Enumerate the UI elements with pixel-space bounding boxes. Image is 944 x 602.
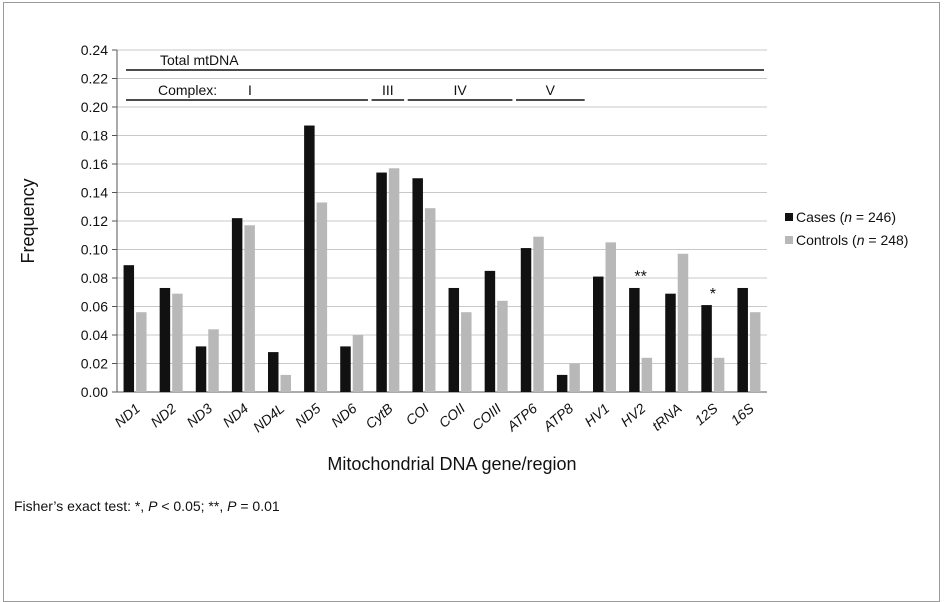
x-tick-label: 16S <box>727 400 757 429</box>
bar-cases-cytb <box>376 172 387 392</box>
complex-label: Complex: <box>158 82 217 98</box>
footnote-p1-value: < 0.05; **, <box>157 498 228 514</box>
legend-entry: Cases (n = 246) <box>796 209 896 225</box>
bar-controls-atp6 <box>533 236 544 392</box>
complex-bracket-label: III <box>382 82 394 98</box>
footnote-prefix: Fisher’s exact test: *, <box>14 498 149 514</box>
y-tick-label: 0.20 <box>81 99 108 115</box>
bar-controls-16s <box>749 312 761 392</box>
bar-controls-coi <box>424 208 436 392</box>
bar-cases-nd3 <box>195 346 207 392</box>
legend-entry: Controls (n = 248) <box>796 232 908 248</box>
bar-cases-coii <box>448 287 460 392</box>
bar-controls-coii <box>461 312 472 392</box>
x-tick-label: ND1 <box>111 400 143 430</box>
bar-cases-nd1 <box>123 265 135 392</box>
x-tick-label: COIII <box>469 400 504 433</box>
complex-bracket-label: I <box>248 82 252 98</box>
x-tick-label: HV2 <box>617 400 648 430</box>
bar-cases-nd2 <box>159 287 171 392</box>
bar-cases-nd4l <box>268 352 279 392</box>
significance-marker: ** <box>634 269 646 286</box>
y-tick-label: 0.04 <box>81 327 108 343</box>
y-tick-label: 0.22 <box>81 71 108 87</box>
bar-controls-coiii <box>497 300 508 392</box>
y-tick-label: 0.06 <box>81 299 108 315</box>
bar-cases-hv2 <box>629 287 640 392</box>
x-tick-label: ND2 <box>147 400 179 430</box>
x-tick-label: ATP8 <box>539 400 576 435</box>
y-tick-label: 0.00 <box>81 384 108 400</box>
y-tick-label: 0.24 <box>81 42 108 58</box>
x-tick-label: ND4L <box>250 400 288 435</box>
complex-bracket-label: V <box>546 82 556 98</box>
bar-chart: 0.00 0.02 0.04 0.06 0.08 0.10 0.12 0.14 0.16 0.18… <box>18 42 908 474</box>
x-tick-label: COII <box>436 400 468 431</box>
bar-controls-atp8 <box>569 363 580 392</box>
bar-controls-cytb <box>388 168 400 392</box>
footnote-p2-symbol: P <box>227 498 237 514</box>
footnote-p1-symbol: P <box>148 498 158 514</box>
bar-controls-nd2 <box>172 293 183 392</box>
x-tick-label: ND5 <box>292 400 324 430</box>
bar-controls-nd3 <box>208 329 219 392</box>
legend-swatch <box>785 236 793 244</box>
footnote: Fisher’s exact test: *, P < 0.05; **, P … <box>14 498 280 514</box>
bar-cases-atp6 <box>520 248 532 392</box>
y-tick-label: 0.18 <box>81 128 108 144</box>
bar-controls-hv1 <box>605 242 616 392</box>
bar-controls-nd4 <box>244 225 255 392</box>
bar-controls-nd4l <box>280 374 291 392</box>
x-tick-label: COI <box>403 400 432 428</box>
x-tick-label: ND3 <box>183 400 215 430</box>
y-tick-label: 0.16 <box>81 156 108 172</box>
y-tick-label: 0.10 <box>81 242 108 258</box>
bar-cases-coiii <box>484 270 496 392</box>
y-tick-label: 0.02 <box>81 356 108 372</box>
y-axis-title: Frequency <box>18 178 38 263</box>
bar-cases-trna <box>665 293 676 392</box>
y-tick-label: 0.12 <box>81 213 108 229</box>
x-tick-label: ND6 <box>328 400 360 430</box>
x-tick-label: 12S <box>691 400 721 429</box>
bar-controls-12s <box>713 357 725 392</box>
footnote-p2-value: = 0.01 <box>236 498 280 514</box>
y-tick-label: 0.08 <box>81 270 108 286</box>
complex-bracket-label: IV <box>453 82 467 98</box>
bar-cases-16s <box>737 287 748 392</box>
legend-swatch <box>785 213 793 221</box>
x-tick-label: tRNA <box>649 400 685 434</box>
x-axis-title: Mitochondrial DNA gene/region <box>327 454 576 474</box>
bar-cases-nd6 <box>340 346 351 392</box>
bar-controls-nd6 <box>352 335 364 392</box>
bar-controls-hv2 <box>641 357 653 392</box>
x-tick-label: ND4 <box>220 400 252 430</box>
bar-cases-atp8 <box>556 374 568 392</box>
bar-cases-nd5 <box>304 125 315 393</box>
bar-cases-12s <box>701 305 712 392</box>
bar-cases-hv1 <box>593 276 604 392</box>
y-tick-label: 0.14 <box>81 185 108 201</box>
x-tick-label: HV1 <box>581 400 612 430</box>
significance-marker: * <box>710 286 716 303</box>
bar-cases-nd4 <box>231 218 243 392</box>
bar-controls-nd5 <box>316 202 328 392</box>
bar-controls-trna <box>677 253 689 392</box>
bar-cases-coi <box>412 178 423 392</box>
x-tick-label: ATP6 <box>503 400 540 435</box>
x-tick-label: CytB <box>362 400 396 432</box>
bar-controls-nd1 <box>136 312 147 392</box>
total-mtdna-label: Total mtDNA <box>160 52 239 68</box>
